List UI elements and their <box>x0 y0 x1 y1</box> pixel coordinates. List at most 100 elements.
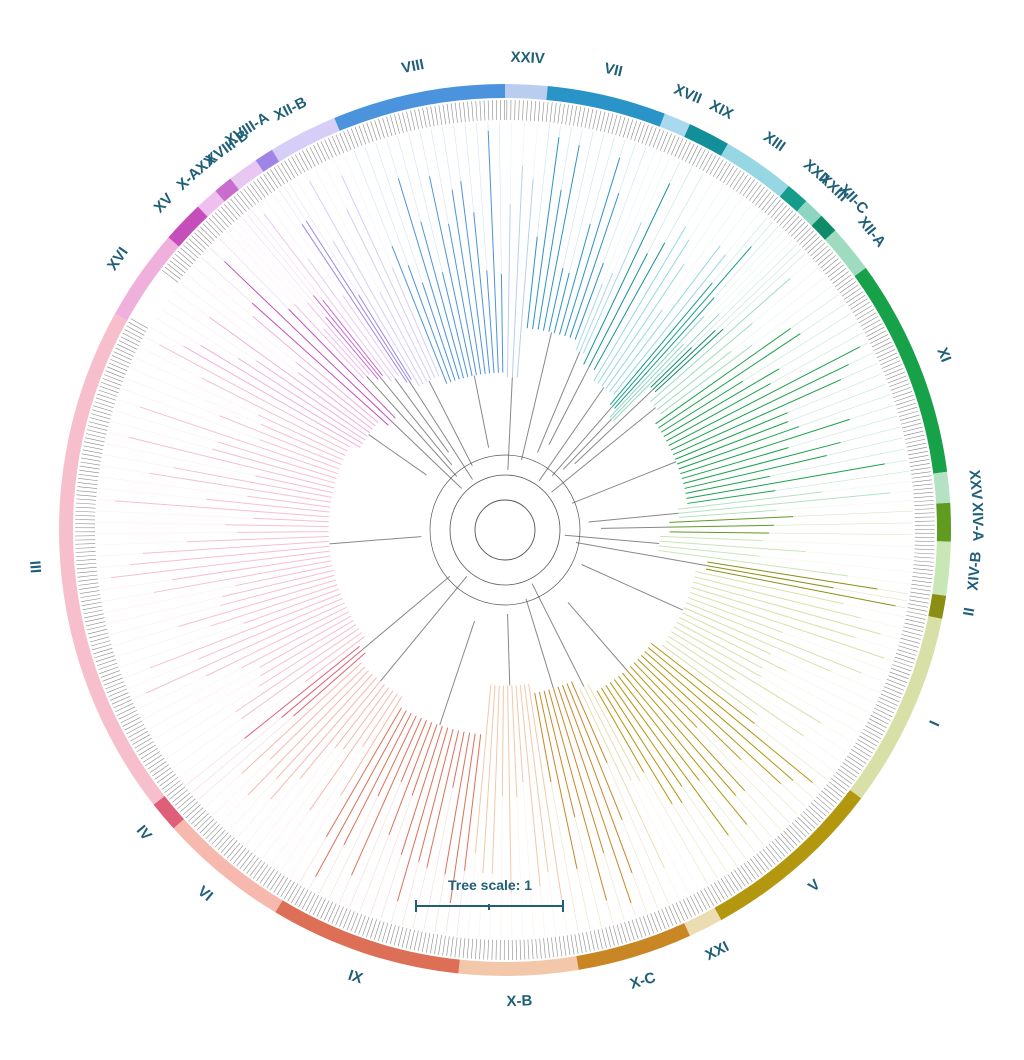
clade-branches-xxi <box>531 583 699 900</box>
tip-branch <box>613 254 727 395</box>
clade-arc-ix <box>275 900 460 974</box>
tip-label-mark <box>854 305 872 317</box>
tip-connector <box>160 685 260 749</box>
tip-label-mark <box>696 892 707 910</box>
tip-label-mark <box>893 391 913 399</box>
tip-label-mark <box>246 857 259 874</box>
tip-branch <box>475 684 492 853</box>
tip-branch <box>683 441 841 484</box>
tip-label-mark <box>96 659 117 667</box>
clade-branches-ii <box>575 542 909 609</box>
tip-connector <box>643 772 709 885</box>
tip-connector <box>685 179 715 227</box>
tip-branch <box>653 322 753 406</box>
tip-label-mark <box>826 784 843 798</box>
tip-label-mark <box>759 851 773 868</box>
tip-label-mark <box>765 846 779 862</box>
clade-stem <box>564 534 660 544</box>
clade-labels: XXIVVIIXVIIXIXXIIIXXIIXXIIIXII-CXII-AXIX… <box>26 49 986 1010</box>
tip-branch <box>523 684 549 873</box>
tip-connector <box>369 795 413 916</box>
tip-label-mark <box>799 230 815 245</box>
tip-label-mark <box>220 837 235 853</box>
tip-label-mark <box>889 379 909 388</box>
tip-label-mark <box>849 752 867 764</box>
tip-label-mark <box>663 133 672 153</box>
tip-label-mark <box>76 494 97 497</box>
tip-label-mark <box>616 924 623 944</box>
tip-label-mark <box>283 881 295 900</box>
tip-label-mark <box>366 918 374 938</box>
tip-branch <box>660 345 753 415</box>
tip-label-mark <box>752 186 765 204</box>
tip-label-mark <box>630 120 638 140</box>
tip-connector <box>179 681 306 777</box>
tip-connector <box>314 168 381 293</box>
tip-branch <box>210 584 338 627</box>
tip-label-mark <box>421 932 427 953</box>
tip-label-mark <box>305 893 316 912</box>
tip-label-mark <box>301 891 312 910</box>
tip-branch <box>674 412 788 460</box>
tip-connector <box>338 875 352 903</box>
tip-branch <box>678 492 891 514</box>
clade-label-xix: XIX <box>707 97 736 123</box>
tip-connector <box>532 123 538 179</box>
tip-label-mark <box>827 264 844 278</box>
tip-branch <box>681 612 772 655</box>
tip-connector <box>536 124 550 237</box>
tip-label-mark <box>120 336 139 347</box>
tip-branch <box>596 690 645 773</box>
tip-label-mark <box>793 224 809 240</box>
tip-label-mark <box>124 329 143 340</box>
tip-label-mark <box>883 364 902 373</box>
tip-label-mark <box>853 745 871 757</box>
clade-arc-vi <box>173 819 283 913</box>
tip-connector <box>664 867 680 900</box>
tip-connector <box>619 140 626 158</box>
tip-label-mark <box>463 101 466 122</box>
tip-label-mark <box>249 859 262 877</box>
tip-label-mark <box>76 562 97 566</box>
tip-branch <box>557 686 632 904</box>
tip-label-mark <box>870 714 889 725</box>
backbone-ring <box>449 474 561 586</box>
tip-label-mark <box>324 901 333 921</box>
tip-label-mark <box>914 504 935 506</box>
tip-connector <box>434 874 446 932</box>
tip-label-mark <box>77 574 98 578</box>
clade-arc-xix <box>684 124 728 156</box>
tip-label-mark <box>169 786 186 800</box>
tip-label-mark <box>331 136 341 155</box>
tip-connector <box>173 718 242 768</box>
tip-label-mark <box>102 378 122 386</box>
tip-label-mark <box>756 853 770 870</box>
tip-label-mark <box>483 100 486 121</box>
tip-label-mark <box>720 878 732 896</box>
tip-label-mark <box>895 653 916 660</box>
tip-label-mark <box>97 393 117 401</box>
tip-branch <box>650 643 755 724</box>
tip-label-mark <box>126 724 145 735</box>
tip-branch <box>449 733 476 904</box>
tip-connector <box>770 654 875 704</box>
tip-label-mark <box>770 202 784 218</box>
tip-branch <box>487 130 499 373</box>
tip-label-mark <box>865 725 884 736</box>
tip-branch <box>251 302 389 426</box>
clade-stem <box>537 351 581 453</box>
tip-label-mark <box>622 118 630 138</box>
tip-label-mark <box>879 697 898 706</box>
tip-connector <box>220 794 249 824</box>
tip-label-mark <box>434 934 438 955</box>
tip-label-mark <box>269 873 282 891</box>
clade-stem <box>588 512 679 523</box>
tip-label-mark <box>858 312 877 324</box>
tip-label-mark <box>87 628 108 635</box>
tip-label-mark <box>801 233 817 248</box>
tip-label-mark <box>800 814 816 829</box>
tip-label-mark <box>901 418 921 425</box>
tip-branch <box>219 415 342 465</box>
tip-branch <box>622 672 748 825</box>
tip-branch <box>253 517 329 523</box>
